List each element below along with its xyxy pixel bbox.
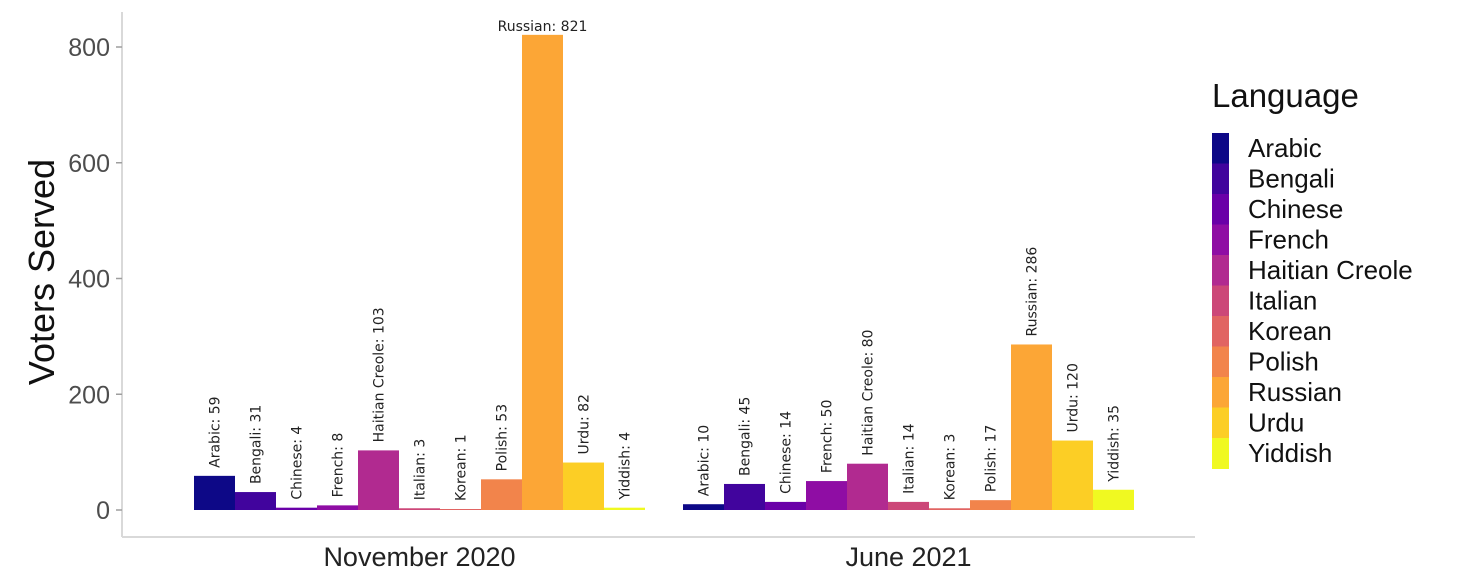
bar-chinese bbox=[765, 502, 806, 510]
bar-haitian-creole bbox=[847, 464, 888, 510]
bar-yiddish bbox=[604, 508, 645, 510]
legend: Language ArabicBengaliChineseFrenchHaiti… bbox=[1212, 77, 1413, 469]
bar-data-labels: Arabic: 59 Bengali: 31 Chinese: 4 French: 8… bbox=[208, 19, 1123, 501]
legend-swatch bbox=[1212, 164, 1229, 195]
bar-data-label: Haitian Creole: 80 bbox=[861, 330, 877, 456]
bar-urdu bbox=[1052, 441, 1093, 510]
y-tick-label: 400 bbox=[68, 266, 110, 294]
bar-data-label: Haitian Creole: 103 bbox=[372, 307, 388, 442]
bar-data-label: Bengali: 31 bbox=[249, 405, 265, 484]
bar-bengali bbox=[724, 484, 765, 510]
bar-data-label: Urdu: 120 bbox=[1066, 363, 1082, 432]
legend-swatch bbox=[1212, 316, 1229, 347]
x-category-label: June 2021 bbox=[845, 542, 971, 571]
bar-data-label: Urdu: 82 bbox=[577, 394, 593, 455]
bar-korean bbox=[929, 508, 970, 510]
x-axis-categories: November 2020 June 2021 bbox=[323, 542, 971, 571]
bar-data-label: Korean: 3 bbox=[943, 434, 959, 501]
legend-label: Yiddish bbox=[1248, 438, 1332, 468]
bar-arabic bbox=[683, 504, 724, 510]
bar-french bbox=[806, 481, 847, 510]
legend-label: Russian bbox=[1248, 377, 1342, 407]
plot-area: 0 200 400 600 800 Arabic: 59 Bengali: 31 Chine… bbox=[68, 12, 1195, 571]
y-tick-label: 600 bbox=[68, 150, 110, 178]
legend-swatch bbox=[1212, 133, 1229, 164]
bar-russian bbox=[1011, 344, 1052, 510]
legend-label: Haitian Creole bbox=[1248, 255, 1413, 285]
legend-label: Italian bbox=[1248, 286, 1317, 316]
bar-data-label: Yiddish: 35 bbox=[1107, 405, 1123, 483]
legend-title: Language bbox=[1212, 77, 1359, 114]
legend-label: Polish bbox=[1248, 347, 1319, 377]
bar-arabic bbox=[194, 476, 235, 510]
legend-label: Bengali bbox=[1248, 164, 1335, 194]
bar-data-label: Yiddish: 4 bbox=[618, 432, 634, 501]
y-tick-label: 200 bbox=[68, 381, 110, 409]
bar-italian bbox=[888, 502, 929, 510]
bar-data-label: Polish: 53 bbox=[495, 404, 511, 471]
bar-data-label: Chinese: 4 bbox=[290, 426, 306, 500]
bar-data-label: Russian: 286 bbox=[1025, 247, 1041, 337]
legend-label: Urdu bbox=[1248, 408, 1304, 438]
bar-polish bbox=[970, 500, 1011, 510]
legend-swatch bbox=[1212, 225, 1229, 256]
legend-label: Arabic bbox=[1248, 133, 1322, 163]
bar-data-label: Chinese: 14 bbox=[779, 411, 795, 494]
bar-bengali bbox=[235, 492, 276, 510]
y-tick-label: 800 bbox=[68, 34, 110, 62]
bar-data-label: Russian: 821 bbox=[498, 19, 588, 35]
bar-data-label: Arabic: 10 bbox=[697, 425, 713, 496]
legend-label: Korean bbox=[1248, 316, 1332, 346]
bar-data-label: Arabic: 59 bbox=[208, 396, 224, 467]
legend-swatch bbox=[1212, 194, 1229, 225]
bar-data-label: Italian: 14 bbox=[902, 423, 918, 494]
bar-data-label: Korean: 1 bbox=[454, 434, 470, 501]
y-axis-title: Voters Served bbox=[21, 159, 62, 385]
bar-data-label: Polish: 17 bbox=[984, 425, 1000, 492]
bar-data-label: Italian: 3 bbox=[413, 439, 429, 501]
y-axis-ticks: 0 200 400 600 800 bbox=[68, 34, 122, 525]
legend-swatch bbox=[1212, 438, 1229, 469]
legend-swatch bbox=[1212, 286, 1229, 317]
legend-swatch bbox=[1212, 347, 1229, 378]
bar-italian bbox=[399, 508, 440, 510]
legend-swatch bbox=[1212, 408, 1229, 439]
bar-yiddish bbox=[1093, 490, 1134, 510]
legend-swatch bbox=[1212, 255, 1229, 286]
bar-data-label: Bengali: 45 bbox=[738, 397, 754, 476]
bar-chinese bbox=[276, 508, 317, 510]
legend-swatch bbox=[1212, 377, 1229, 408]
bar-russian bbox=[522, 35, 563, 510]
bar-korean bbox=[440, 509, 481, 510]
bar-urdu bbox=[563, 463, 604, 510]
bar-french bbox=[317, 505, 358, 510]
legend-label: Chinese bbox=[1248, 194, 1343, 224]
bar-data-label: French: 8 bbox=[331, 433, 347, 498]
legend-label: French bbox=[1248, 225, 1329, 255]
bar-data-label: French: 50 bbox=[820, 400, 836, 474]
x-category-label: November 2020 bbox=[323, 542, 515, 571]
bar-haitian-creole bbox=[358, 450, 399, 510]
bar-polish bbox=[481, 479, 522, 510]
y-tick-label: 0 bbox=[96, 497, 110, 525]
